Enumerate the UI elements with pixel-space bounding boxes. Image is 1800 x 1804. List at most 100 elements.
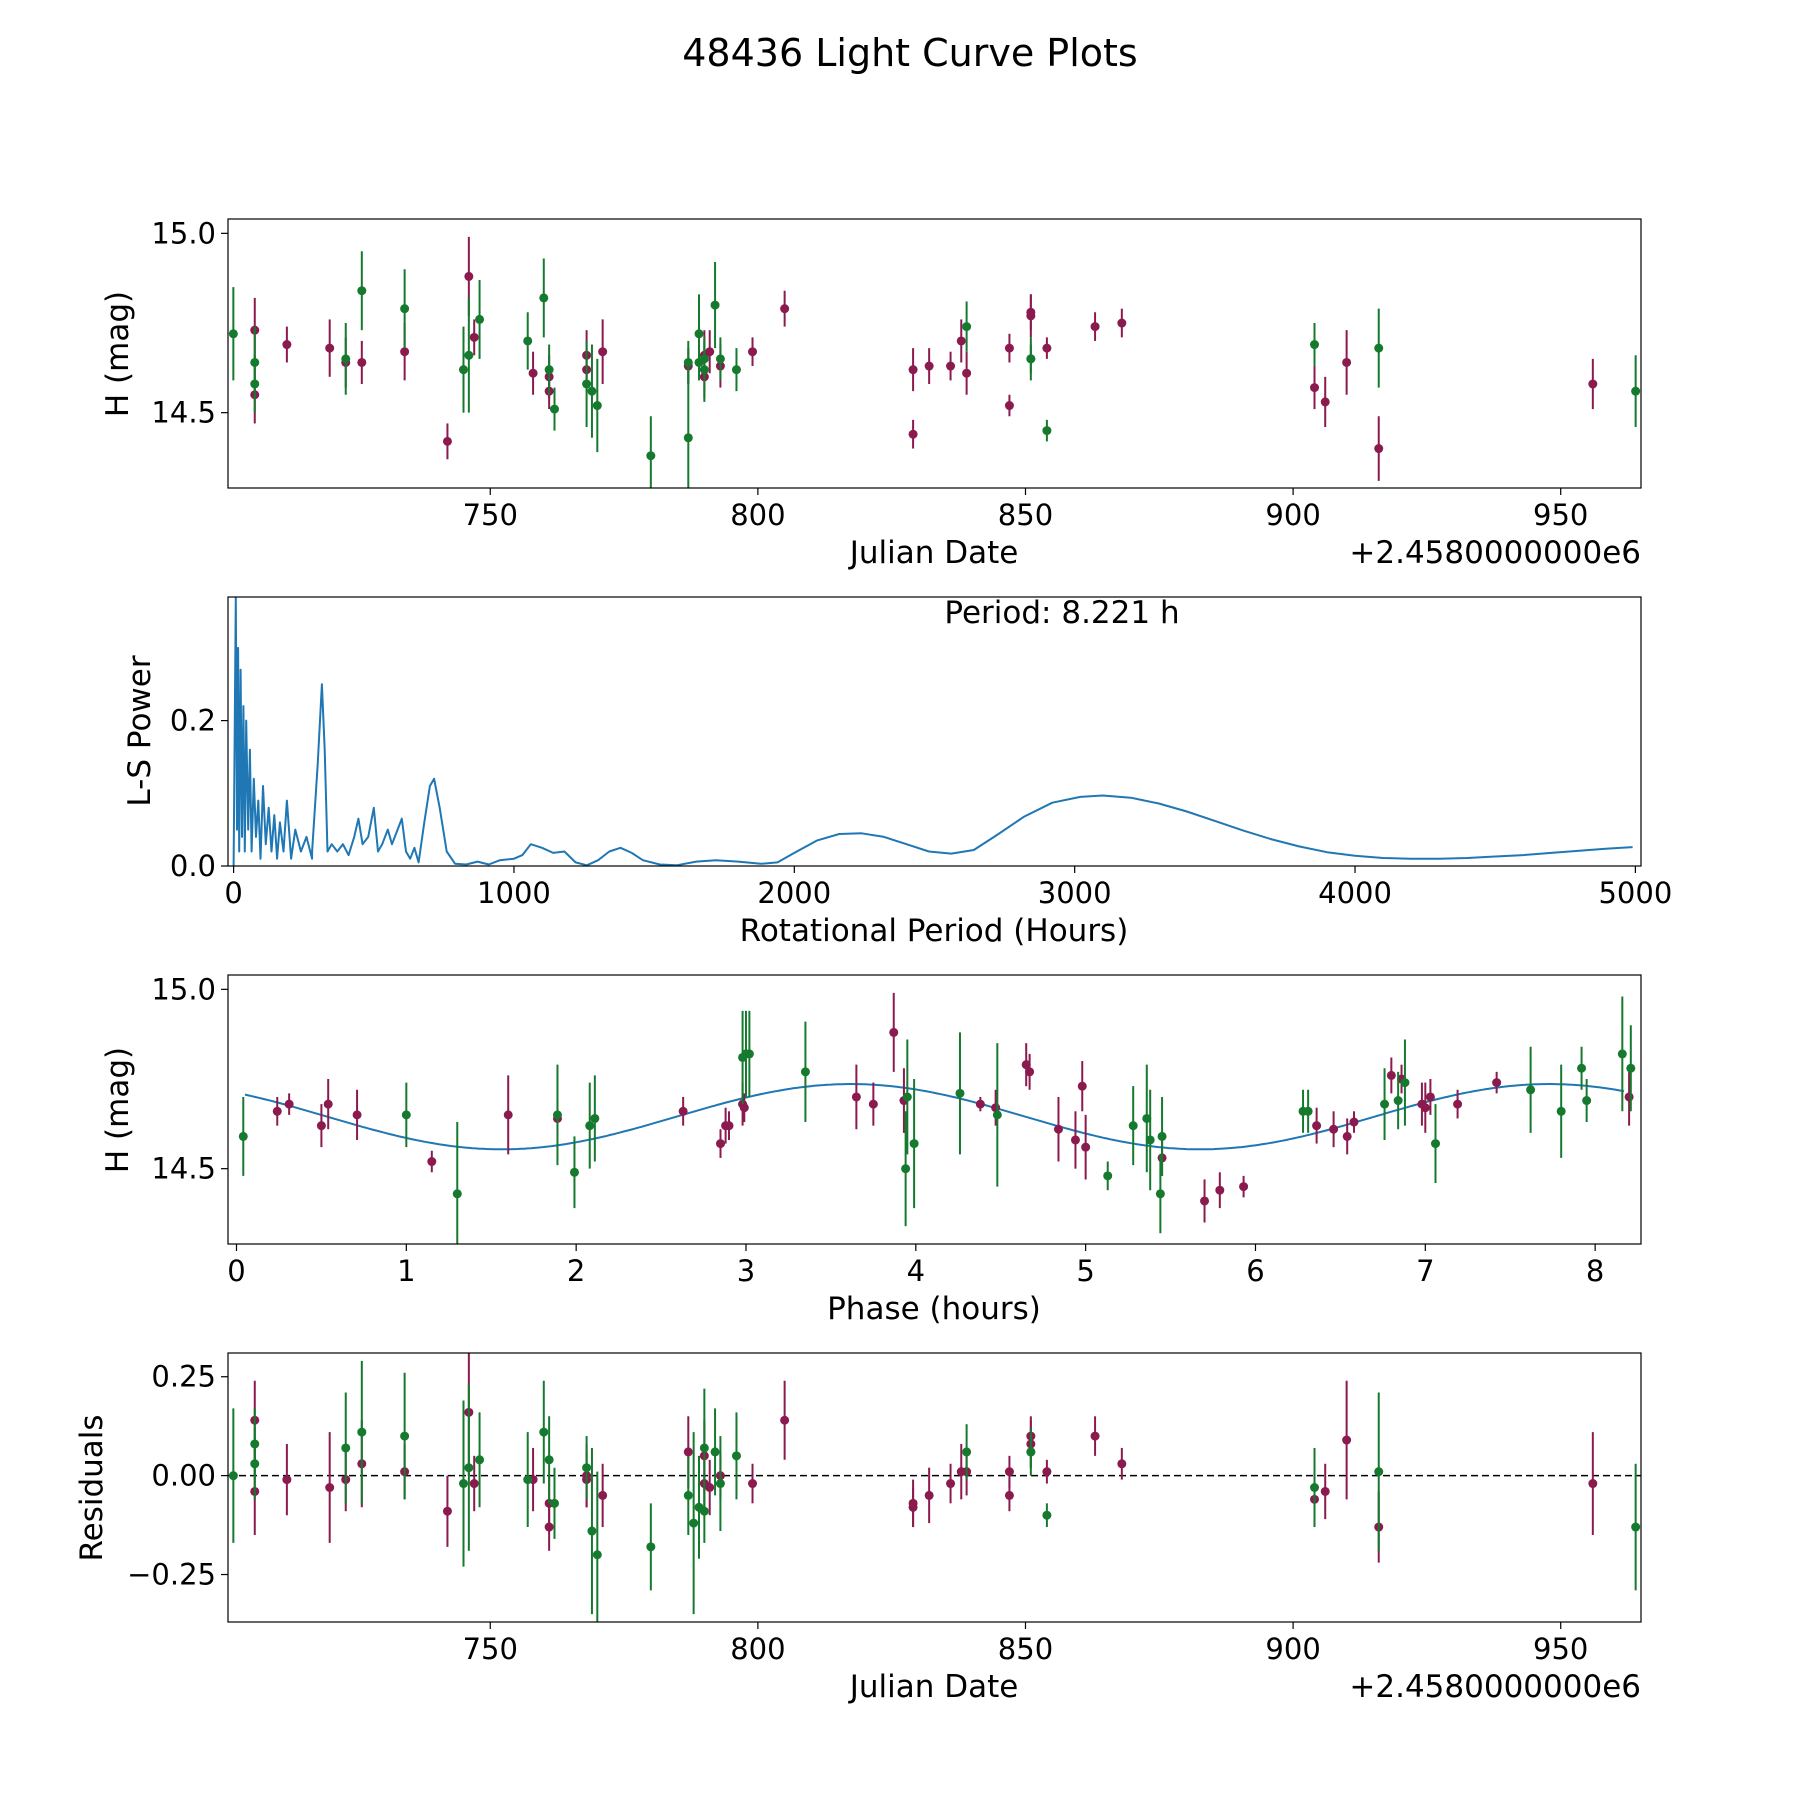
phased-point	[1380, 1099, 1390, 1109]
lightcurve-point	[1320, 397, 1330, 407]
phased-point	[1103, 1171, 1113, 1181]
residuals-xtick-label: 750	[463, 1632, 518, 1666]
residuals-point	[1588, 1479, 1598, 1489]
lightcurve-point	[228, 329, 238, 339]
residuals-point	[1117, 1459, 1127, 1469]
phased-point	[716, 1139, 726, 1149]
residuals-point	[587, 1526, 597, 1536]
lightcurve-point	[250, 379, 260, 389]
lightcurve-point	[544, 365, 554, 375]
phased-panel: 0 1 2 3 4 5 6 7 8 15.0 14.5 Phase (hours) H (mag)	[100, 972, 1642, 1327]
lightcurve-point	[598, 347, 608, 357]
lightcurve-point	[646, 451, 656, 461]
lightcurve-xlabel: Julian Date	[848, 535, 1019, 571]
periodogram-axes-frame	[227, 596, 1642, 867]
phased-ylabel: H (mag)	[100, 1047, 136, 1173]
residuals-panel: 750 800 850 900 950 0.25 0.00 −0.25 Julian Date…	[74, 1352, 1642, 1705]
residuals-point	[341, 1443, 351, 1453]
figure-title: 48436 Light Curve Plots	[682, 31, 1137, 75]
periodogram-xtick-label: 0	[224, 876, 242, 910]
phased-xtick-label: 4	[907, 1254, 925, 1288]
periodogram-panel: 0 1000 2000 3000 4000 5000 0.0 0.2 Period: 8.22…	[122, 595, 1672, 949]
lightcurve-point	[715, 354, 725, 364]
period-annotation: Period: 8.221 h	[944, 595, 1179, 631]
lightcurve-point	[357, 286, 367, 296]
lightcurve-point	[464, 271, 474, 281]
residuals-point	[325, 1483, 335, 1492]
phased-point	[585, 1121, 595, 1131]
residuals-point	[731, 1451, 741, 1461]
phased-point	[975, 1099, 985, 1109]
residuals-xlabel: Julian Date	[848, 1669, 1019, 1705]
lightcurve-ytick-label: 15.0	[151, 216, 216, 250]
phased-point	[1492, 1078, 1502, 1088]
lightcurve-point	[908, 429, 918, 439]
lightcurve-point	[1631, 386, 1641, 396]
phased-ytick-label: 14.5	[151, 1152, 216, 1186]
lightcurve-point	[528, 368, 538, 378]
phased-point	[1526, 1085, 1536, 1095]
phased-point	[1053, 1124, 1063, 1134]
phased-xtick-label: 5	[1076, 1254, 1094, 1288]
phased-xtick-label: 3	[737, 1254, 755, 1288]
lightcurve-point	[1374, 444, 1384, 454]
lightcurve-xtick-label: 900	[1265, 498, 1320, 532]
lightcurve-point	[1026, 354, 1036, 364]
phased-point	[552, 1110, 562, 1120]
phased-point	[902, 1092, 912, 1102]
lightcurve-point	[694, 329, 704, 339]
phased-axes-frame	[227, 974, 1642, 1245]
lightcurve-point	[924, 361, 934, 371]
residuals-point	[228, 1471, 238, 1481]
residuals-ytick-label: 0.00	[151, 1459, 216, 1493]
periodogram-ytick-label: 0.0	[170, 849, 216, 883]
residuals-point	[1026, 1447, 1036, 1457]
residuals-xtick-label: 800	[730, 1632, 785, 1666]
lightcurve-xtick-label: 850	[998, 498, 1053, 532]
lightcurve-point	[710, 300, 720, 310]
phased-point	[1303, 1106, 1313, 1116]
lightcurve-point	[705, 347, 715, 357]
lightcurve-point	[1310, 340, 1320, 350]
lightcurve-point	[1090, 322, 1100, 332]
phased-point	[1070, 1135, 1080, 1145]
residuals-point	[523, 1475, 533, 1485]
lightcurve-point	[549, 404, 559, 414]
lightcurve-point	[731, 365, 741, 375]
periodogram-power-line	[232, 597, 1633, 866]
phased-point	[272, 1106, 282, 1116]
lightcurve-point	[748, 347, 758, 357]
lightcurve-point	[475, 314, 485, 324]
residuals-point	[924, 1490, 934, 1500]
lightcurve-ylabel: H (mag)	[100, 291, 136, 417]
phased-point	[284, 1099, 294, 1109]
residuals-xtick-label: 850	[998, 1632, 1053, 1666]
lightcurve-point	[282, 340, 292, 350]
phased-point	[1239, 1182, 1249, 1192]
residuals-point	[946, 1479, 956, 1489]
phased-point	[1200, 1196, 1210, 1206]
phased-point	[452, 1189, 462, 1199]
residuals-point	[683, 1447, 693, 1457]
lightcurve-point	[962, 322, 972, 332]
residuals-point	[1320, 1486, 1330, 1496]
phased-xtick-label: 0	[227, 1254, 245, 1288]
residuals-point	[539, 1427, 549, 1437]
lightcurve-point	[962, 368, 972, 378]
lightcurve-axes-frame	[227, 218, 1642, 489]
residuals-marks	[228, 1353, 1641, 1622]
lightcurve-point	[1004, 401, 1014, 411]
periodogram-xtick-label: 3000	[1038, 876, 1112, 910]
residuals-point	[780, 1415, 790, 1425]
periodogram-xtick-label: 1000	[477, 876, 551, 910]
lightcurve-point	[1342, 357, 1352, 367]
residuals-point	[1374, 1467, 1384, 1477]
lightcurve-point	[1042, 426, 1052, 436]
phased-point	[569, 1167, 579, 1177]
residuals-point	[715, 1479, 725, 1489]
periodogram-xlabel: Rotational Period (Hours)	[740, 913, 1129, 949]
lightcurve-point	[592, 401, 602, 411]
lightcurve-marks	[228, 236, 1641, 488]
phased-point	[427, 1157, 437, 1167]
